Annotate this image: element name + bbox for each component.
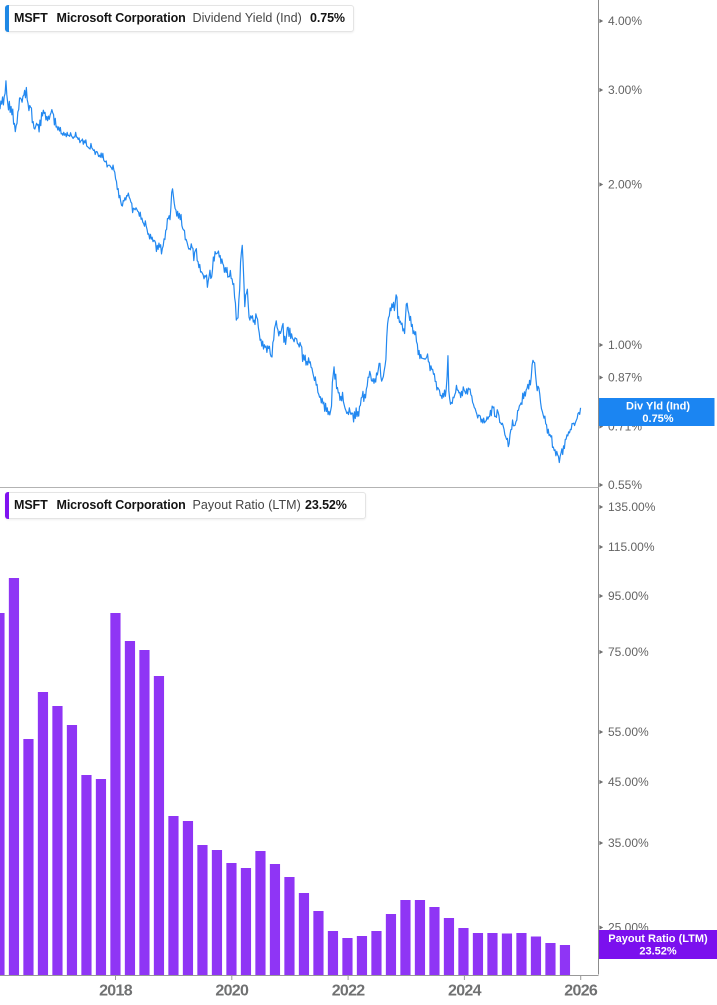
svg-text:2022: 2022 (332, 983, 366, 1000)
svg-text:45.00%: 45.00% (608, 775, 649, 789)
svg-text:23.52%: 23.52% (639, 946, 677, 958)
svg-text:Div Yld (Ind): Div Yld (Ind) (626, 401, 690, 413)
svg-text:0.87%: 0.87% (608, 371, 642, 385)
svg-text:55.00%: 55.00% (608, 725, 649, 739)
svg-text:2026: 2026 (564, 983, 598, 1000)
svg-text:35.00%: 35.00% (608, 836, 649, 850)
svg-text:4.00%: 4.00% (608, 14, 642, 28)
svg-text:135.00%: 135.00% (608, 500, 656, 514)
svg-text:95.00%: 95.00% (608, 589, 649, 603)
svg-text:2024: 2024 (448, 983, 482, 1000)
svg-text:1.00%: 1.00% (608, 338, 642, 352)
svg-text:75.00%: 75.00% (608, 645, 649, 659)
svg-text:2020: 2020 (215, 983, 249, 1000)
svg-text:3.00%: 3.00% (608, 83, 642, 97)
svg-text:Payout Ratio (LTM): Payout Ratio (LTM) (608, 933, 708, 945)
svg-text:0.55%: 0.55% (608, 478, 642, 492)
svg-text:2.00%: 2.00% (608, 178, 642, 192)
svg-text:115.00%: 115.00% (608, 540, 655, 554)
svg-text:2018: 2018 (99, 983, 133, 1000)
svg-text:0.75%: 0.75% (642, 413, 673, 425)
